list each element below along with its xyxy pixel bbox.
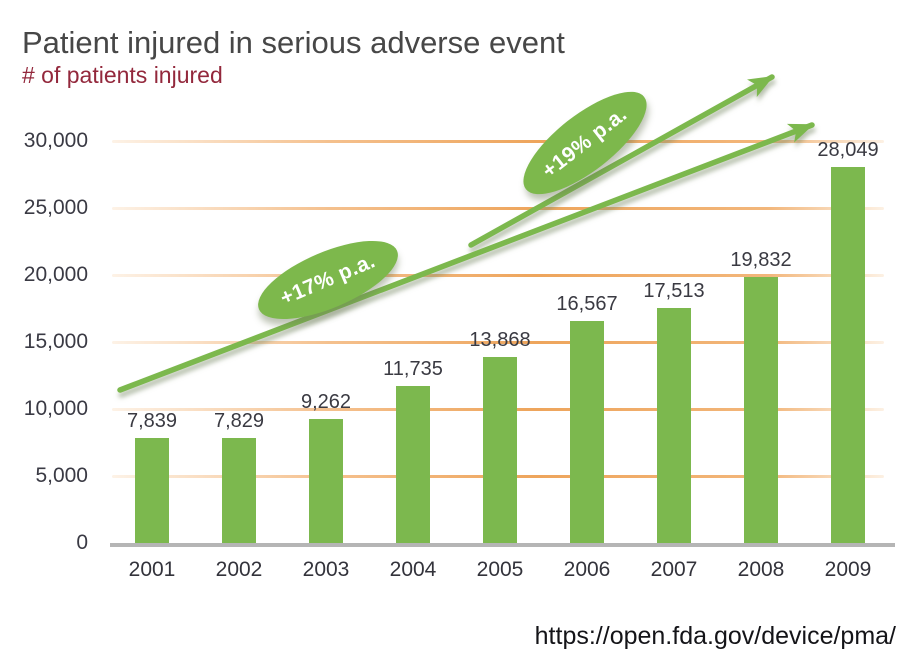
bar-value-label: 13,868	[469, 329, 531, 351]
x-tick-label: 2001	[128, 558, 176, 581]
chart-subtitle: # of patients injured	[22, 62, 223, 88]
y-tick-label: 10,000	[23, 397, 88, 420]
bar-2006	[570, 321, 604, 543]
bar-value-label: 9,262	[300, 391, 352, 413]
bar-2007	[657, 308, 691, 543]
x-tick-label: 2007	[650, 558, 698, 581]
x-axis-line	[110, 543, 895, 547]
bar-value-label: 28,049	[817, 139, 879, 161]
chart-title: Patient injured in serious adverse event	[22, 25, 565, 60]
bar-value-label: 19,832	[730, 249, 792, 271]
gridline	[112, 139, 884, 143]
y-tick-label: 5,000	[35, 464, 88, 487]
x-tick-label: 2003	[302, 558, 350, 581]
y-tick-label: 25,000	[23, 196, 88, 219]
bar-2001	[135, 438, 169, 543]
bar-value-label: 11,735	[383, 358, 443, 380]
y-tick-label: 20,000	[23, 263, 88, 286]
y-tick-label: 0	[76, 531, 88, 554]
x-tick-label: 2005	[476, 558, 524, 581]
source-url: https://open.fda.gov/device/pma/	[534, 622, 896, 650]
bar-2008	[744, 277, 778, 543]
bar-value-label: 7,839	[126, 410, 178, 432]
bar-value-label: 7,829	[213, 410, 265, 432]
y-tick-label: 15,000	[23, 330, 88, 353]
x-tick-label: 2004	[389, 558, 437, 581]
bar-2009	[831, 167, 865, 543]
x-tick-label: 2006	[563, 558, 611, 581]
x-tick-label: 2002	[215, 558, 263, 581]
bar-2004	[396, 386, 430, 543]
gridline	[112, 206, 884, 210]
x-tick-label: 2008	[737, 558, 785, 581]
bar-2002	[222, 438, 256, 543]
x-tick-label: 2009	[824, 558, 872, 581]
bar-2003	[309, 419, 343, 543]
bar-value-label: 17,513	[643, 280, 705, 302]
y-tick-label: 30,000	[23, 129, 88, 152]
bar-2005	[483, 357, 517, 543]
